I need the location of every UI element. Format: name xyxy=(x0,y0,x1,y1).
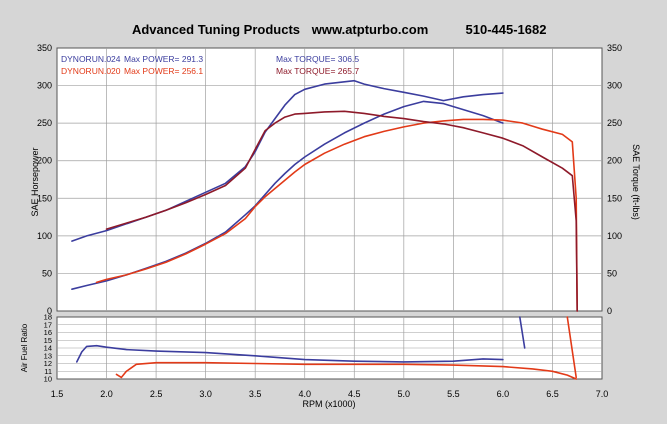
y-tick-label-right: 200 xyxy=(607,156,622,166)
afr-series-dynorun-020-afr-3 xyxy=(566,316,578,379)
afr-series-group xyxy=(76,316,578,380)
legend-run1-torque: Max TORQUE= 306.5 xyxy=(276,54,359,64)
x-tick-label: 5.0 xyxy=(398,389,411,399)
y-tick-label-right: 250 xyxy=(607,118,622,128)
afr-series-dynorun-024-afr-1 xyxy=(518,316,526,349)
afr-tick-label: 12 xyxy=(44,359,52,368)
legend-run2-name: DYNORUN.020 xyxy=(61,66,121,76)
x-tick-label: 6.5 xyxy=(546,389,559,399)
x-tick-label: 3.5 xyxy=(249,389,262,399)
y-tick-label-right: 100 xyxy=(607,231,622,241)
x-tick-label: 6.0 xyxy=(497,389,510,399)
afr-tick-label: 17 xyxy=(44,320,52,329)
legend-run1-power: Max POWER= 291.3 xyxy=(124,54,203,64)
afr-tick-label: 10 xyxy=(44,375,52,384)
main-series-group xyxy=(71,79,579,312)
x-tick-label: 1.5 xyxy=(51,389,64,399)
afr-series-dynorun-020-afr-2 xyxy=(115,361,578,380)
main-y-ticks-right: 0 50 100 150 200 250 300 350 xyxy=(607,43,622,316)
y-tick-label-right: 0 xyxy=(607,306,612,316)
x-tick-label: 4.0 xyxy=(298,389,311,399)
y-tick-label-left: 50 xyxy=(42,268,52,278)
main-y-ticks-left: 0 50 100 150 200 250 300 350 xyxy=(37,43,52,316)
y-tick-label-left: 0 xyxy=(47,306,52,316)
y-tick-label-left: 150 xyxy=(37,193,52,203)
y-tick-label-left: 250 xyxy=(37,118,52,128)
afr-grid xyxy=(57,317,602,379)
afr-tick-label: 18 xyxy=(44,313,52,322)
x-tick-label: 7.0 xyxy=(596,389,609,399)
afr-tick-label: 14 xyxy=(44,344,52,353)
y-tick-label-left: 100 xyxy=(37,231,52,241)
x-tick-label: 5.5 xyxy=(447,389,460,399)
y-tick-label-right: 50 xyxy=(607,268,617,278)
y-tick-label-right: 150 xyxy=(607,193,622,203)
legend-run2-power: Max POWER= 256.1 xyxy=(124,66,203,76)
x-axis-label: RPM (x1000) xyxy=(302,399,355,409)
afr-series-dynorun-024-afr-0 xyxy=(76,344,504,363)
header-phone: 510-445-1682 xyxy=(466,22,547,37)
main-series-dynorun-020-power-2 xyxy=(95,118,579,312)
y-tick-label-left: 200 xyxy=(37,156,52,166)
y-tick-label-left: 300 xyxy=(37,81,52,91)
afr-tick-label: 15 xyxy=(44,336,52,345)
afr-tick-label: 11 xyxy=(44,367,52,376)
y-tick-label-right: 300 xyxy=(607,81,622,91)
x-tick-label: 4.5 xyxy=(348,389,361,399)
header-website: www.atpturbo.com xyxy=(311,22,429,37)
main-series-dynorun-020-torque-3 xyxy=(105,110,579,312)
afr-tick-label: 13 xyxy=(44,351,52,360)
afr-y-axis-label: Air Fuel Ratio xyxy=(20,323,29,372)
y-tick-label-right: 350 xyxy=(607,43,622,53)
legend-run2-torque: Max TORQUE= 265.7 xyxy=(276,66,359,76)
x-tick-label: 2.0 xyxy=(100,389,113,399)
afr-tick-label: 16 xyxy=(44,328,52,337)
x-axis-ticks: 1.5 2.0 2.5 3.0 3.5 4.0 4.5 5.0 5.5 6.0 6.5 7.0 xyxy=(51,389,609,399)
x-tick-label: 2.5 xyxy=(150,389,163,399)
y-axis-label-right: SAE Torque (ft-lbs) xyxy=(631,144,641,220)
legend-run1-name: DYNORUN.024 xyxy=(61,54,121,64)
x-tick-label: 3.0 xyxy=(199,389,212,399)
y-axis-label-left: SAE Horsepower xyxy=(30,147,40,216)
y-tick-label-left: 350 xyxy=(37,43,52,53)
header-company: Advanced Tuning Products xyxy=(132,22,300,37)
